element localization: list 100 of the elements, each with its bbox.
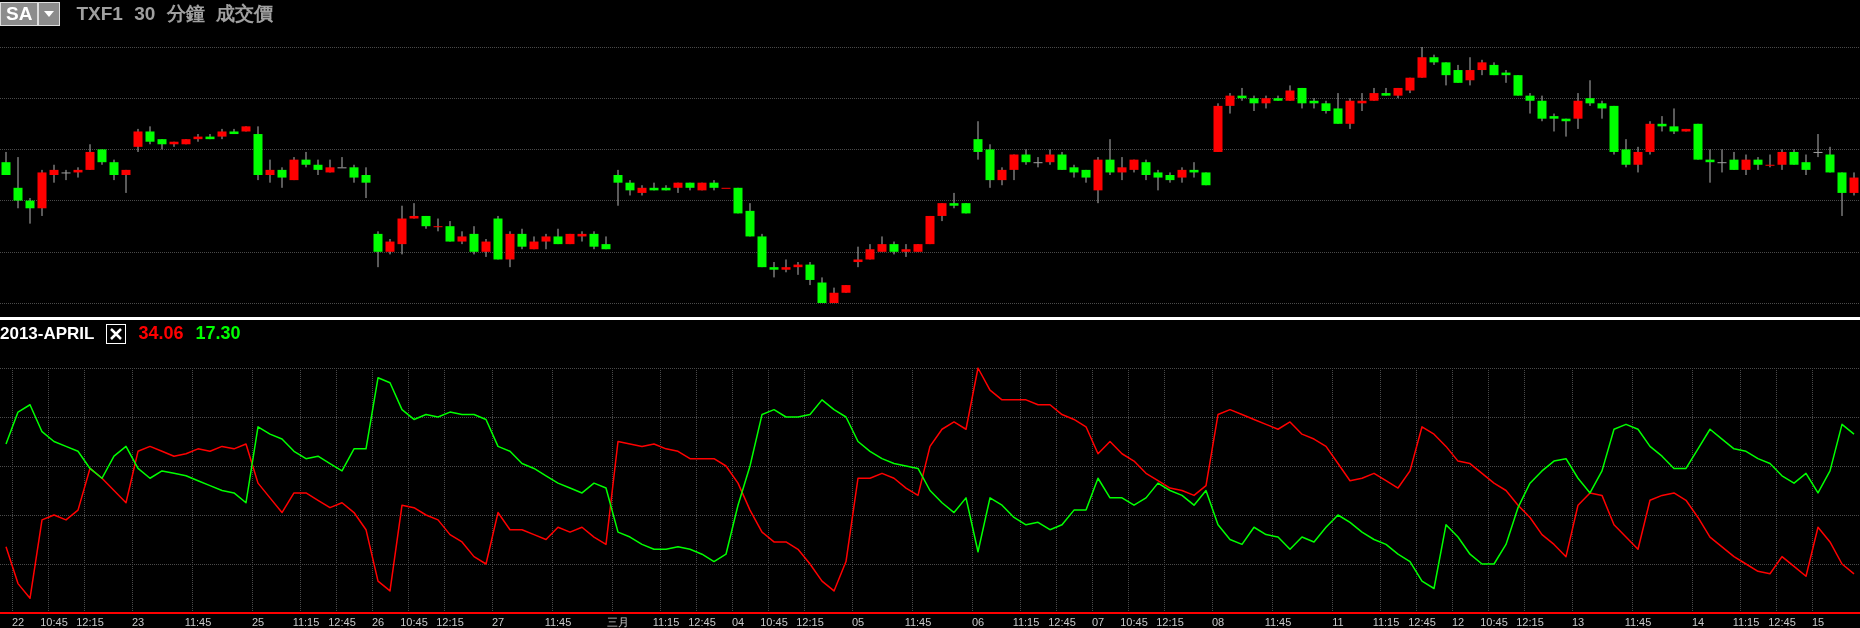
candlestick [457, 230, 467, 245]
chart-title: TXF1 30 分鐘 成交價 [76, 3, 273, 24]
candlestick [949, 192, 959, 209]
x-tick-label: 23 [131, 615, 145, 628]
candlestick [1549, 113, 1559, 132]
candlestick [25, 197, 35, 225]
candlestick [13, 156, 23, 209]
x-tick-label: 26 [371, 615, 385, 628]
candlestick [1753, 156, 1763, 171]
x-tick-label: 12:15 [76, 615, 104, 628]
x-tick-label: 12:45 [688, 615, 716, 628]
x-tick-label: 13 [1571, 615, 1585, 628]
x-tick-label: 11 [1332, 615, 1344, 628]
candlestick [1429, 54, 1439, 66]
x-tick-label: 11:15 [1012, 615, 1040, 628]
x-tick-label: 12:45 [1048, 615, 1076, 628]
x-tick-label: 11:15 [1372, 615, 1400, 628]
candlestick [1033, 156, 1043, 168]
candlestick [541, 233, 551, 250]
candlestick [1117, 156, 1127, 181]
candlestick [1669, 107, 1679, 135]
candlestick [529, 235, 539, 250]
x-tick-label: 12:15 [796, 615, 824, 628]
text: 34.06 [138, 323, 184, 343]
candlestick [1045, 148, 1055, 166]
candlestick [637, 184, 647, 196]
candlestick [517, 228, 527, 250]
candlestick [877, 235, 887, 253]
x-tick-label: 10:45 [1120, 615, 1148, 628]
candlestick [973, 120, 983, 161]
x-tick-label: 12:45 [1408, 615, 1436, 628]
candlestick [901, 243, 911, 258]
x-tick-label: 10:45 [400, 615, 428, 628]
chart-title: 2013-APRIL [0, 323, 95, 343]
candlestick [1537, 95, 1547, 122]
x-tick-label: 11:45 [1624, 615, 1652, 628]
candlestick [61, 169, 71, 181]
candlestick [133, 128, 143, 153]
candlestick [1009, 154, 1019, 181]
x-tick-label: 12 [1451, 615, 1465, 628]
x-tick-label: 12:15 [436, 615, 464, 628]
x-tick-label: 15 [1811, 615, 1825, 628]
candlestick [1573, 92, 1583, 130]
candlestick [625, 179, 635, 196]
x-tick-label: 14 [1691, 615, 1705, 628]
x-tick-label: 05 [851, 615, 865, 628]
x-tick-label: 10:45 [760, 615, 788, 628]
candlestick [337, 156, 347, 169]
x-tick-label: 11:15 [652, 615, 680, 628]
candlestick [1837, 171, 1847, 217]
candlestick [1141, 159, 1151, 181]
candlestick [1585, 79, 1595, 107]
candlestick [1441, 61, 1451, 86]
text: SA [6, 3, 33, 24]
x-tick-label: 04 [731, 615, 745, 628]
candlestick [1069, 164, 1079, 179]
candlestick [1513, 74, 1523, 97]
candlestick [1597, 100, 1607, 120]
candlestick [781, 258, 791, 273]
candlestick [1465, 56, 1475, 86]
candlestick [1477, 59, 1487, 76]
candlestick [433, 218, 443, 232]
x-tick-label: 11:15 [1732, 615, 1760, 628]
x-tick-label: 08 [1211, 615, 1225, 628]
candlestick [1345, 97, 1355, 130]
candlestick [361, 166, 371, 199]
x-tick-label: 11:45 [184, 615, 212, 628]
x-tick-label: 25 [251, 615, 265, 628]
candlestick [1849, 171, 1859, 196]
candlestick [1105, 138, 1115, 176]
candlestick [709, 179, 719, 191]
candlestick [265, 159, 275, 184]
candlestick [553, 228, 563, 245]
x-tick-label: 12:45 [1768, 615, 1796, 628]
candlestick [49, 164, 59, 184]
candlestick [1813, 133, 1823, 158]
candlestick [1825, 146, 1835, 173]
candlestick [1717, 148, 1727, 173]
x-tick-label: 07 [1091, 615, 1105, 628]
candlestick [445, 220, 455, 243]
x-tick-label: 11:45 [544, 615, 572, 628]
candlestick [1021, 148, 1031, 166]
candlestick [1741, 154, 1751, 176]
candlestick [1417, 46, 1427, 79]
candlestick [1249, 95, 1259, 112]
x-tick-label: 06 [971, 615, 985, 628]
candlestick [109, 159, 119, 181]
x-tick-label: 11:45 [904, 615, 932, 628]
x-tick-label: 12:15 [1156, 615, 1184, 628]
candlestick [853, 246, 863, 268]
candlestick [1165, 171, 1175, 184]
candlestick [1381, 87, 1391, 97]
candlestick [157, 138, 167, 150]
candlestick [301, 151, 311, 168]
x-tick-label: 22 [11, 615, 25, 628]
text: 17.30 [195, 323, 241, 343]
candlestick [769, 261, 779, 278]
x-tick-label: 11:15 [292, 615, 320, 628]
candlestick [277, 166, 287, 189]
candlestick [1177, 166, 1187, 184]
